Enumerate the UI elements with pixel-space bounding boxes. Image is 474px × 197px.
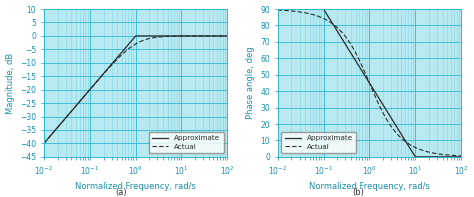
Approximate xyxy=(453,156,459,158)
Legend: Approximate, Actual: Approximate, Actual xyxy=(281,132,356,153)
Approximate xyxy=(219,35,225,37)
Approximate xyxy=(50,131,56,134)
Actual xyxy=(453,154,459,157)
Line: Actual: Actual xyxy=(278,10,461,156)
Actual xyxy=(419,149,425,151)
Actual xyxy=(359,65,365,67)
Actual xyxy=(275,9,281,11)
Line: Actual: Actual xyxy=(44,36,228,143)
Legend: Approximate, Actual: Approximate, Actual xyxy=(148,132,224,153)
Actual xyxy=(125,48,131,50)
Approximate xyxy=(364,78,370,80)
Approximate xyxy=(130,38,136,40)
Actual xyxy=(219,35,225,37)
Approximate xyxy=(275,8,281,10)
X-axis label: Normalized Frequency, rad/s: Normalized Frequency, rad/s xyxy=(75,182,196,191)
Approximate xyxy=(185,35,191,37)
Approximate xyxy=(359,70,365,72)
Y-axis label: Phase angle, deg: Phase angle, deg xyxy=(246,47,255,119)
Actual xyxy=(225,35,230,37)
X-axis label: Normalized Frequency, rad/s: Normalized Frequency, rad/s xyxy=(309,182,430,191)
Actual xyxy=(130,44,136,47)
Text: (b): (b) xyxy=(352,188,364,197)
Approximate xyxy=(41,142,47,145)
Actual xyxy=(364,76,370,78)
Approximate xyxy=(219,35,225,37)
Approximate xyxy=(412,156,418,158)
Line: Approximate: Approximate xyxy=(278,9,461,157)
Actual xyxy=(50,131,56,134)
Line: Approximate: Approximate xyxy=(44,36,228,143)
Actual xyxy=(41,142,47,145)
Approximate xyxy=(458,156,464,158)
Actual xyxy=(219,35,225,37)
Approximate xyxy=(284,8,290,10)
Actual xyxy=(458,155,464,157)
Actual xyxy=(284,9,290,12)
Approximate xyxy=(419,156,425,158)
Actual xyxy=(185,35,191,37)
Approximate xyxy=(225,35,230,37)
Approximate xyxy=(125,43,131,46)
Y-axis label: Magnitude, dB: Magnitude, dB xyxy=(6,52,15,114)
Approximate xyxy=(133,35,138,37)
Actual xyxy=(453,154,458,157)
Text: (a): (a) xyxy=(115,188,127,197)
Approximate xyxy=(453,156,459,158)
